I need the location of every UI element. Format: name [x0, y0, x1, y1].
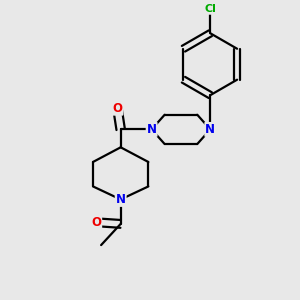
Text: N: N: [147, 123, 157, 136]
Text: N: N: [205, 123, 215, 136]
Text: O: O: [112, 102, 122, 115]
Text: O: O: [91, 216, 101, 229]
Text: N: N: [116, 193, 126, 206]
Text: Cl: Cl: [204, 4, 216, 14]
